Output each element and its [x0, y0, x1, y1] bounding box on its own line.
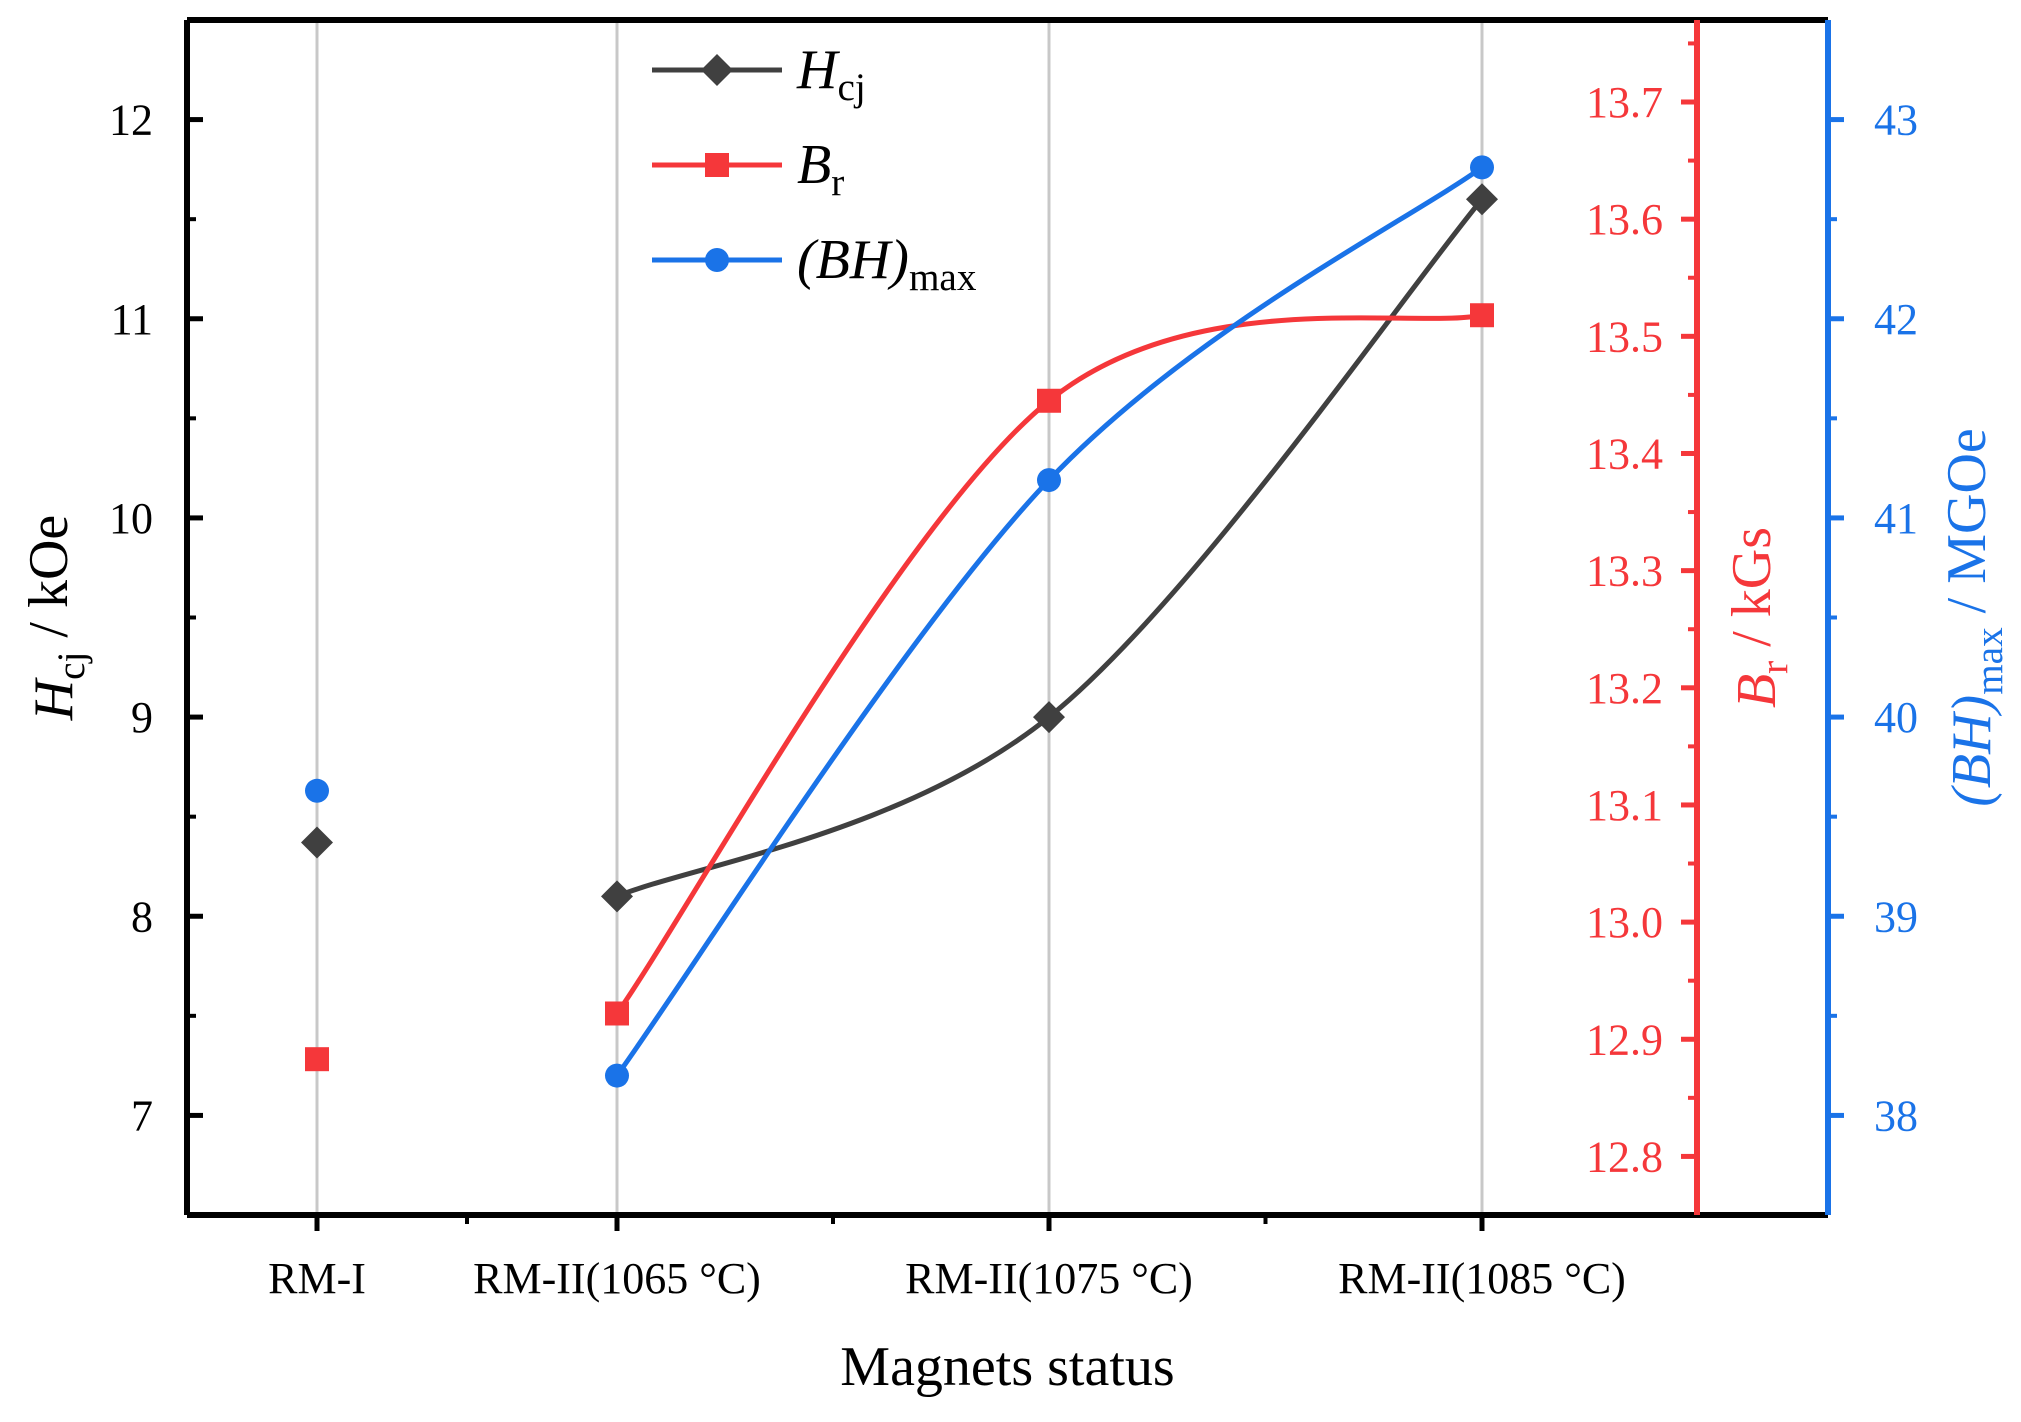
- hcj-axis-title-suffix: / kOe: [18, 515, 80, 652]
- bhmax-point-3: [1470, 155, 1494, 180]
- x-tick-label-2: RM-II(1075 °C): [905, 1254, 1193, 1303]
- hcj-axis-title-main: H: [23, 677, 85, 721]
- x-axis-title: Magnets status: [840, 1336, 1174, 1398]
- bhmax-axis-title: (BH)max / MGOe: [1936, 428, 2011, 807]
- br-axis-title-sub: r: [1753, 661, 1796, 674]
- br-tick-label-2: 13.0: [1586, 898, 1663, 947]
- br-tick-label-7: 13.5: [1586, 312, 1663, 361]
- hcj-tick-label-1: 8: [131, 892, 153, 941]
- legend-marker-hcj: [701, 54, 733, 86]
- legend-label-br: Br: [797, 134, 844, 204]
- bhmax-tick-label-5: 43: [1874, 96, 1918, 145]
- bhmax-tick-label-3: 41: [1874, 494, 1918, 543]
- hcj-point-2: [1033, 701, 1065, 734]
- legend-marker-br: [705, 153, 729, 177]
- br-tick-label-8: 13.6: [1586, 195, 1663, 244]
- hcj-point-0: [301, 826, 333, 859]
- hcj-axis-title: Hcj / kOe: [18, 515, 93, 722]
- br-point-0: [305, 1047, 329, 1072]
- hcj-tick-label-3: 10: [109, 494, 153, 543]
- br-axis-title: Br / kGs: [1721, 527, 1796, 708]
- bhmax-point-0: [305, 778, 329, 803]
- br-tick-label-4: 13.2: [1586, 664, 1663, 713]
- legend-label-bhmax-main: (BH): [797, 229, 909, 291]
- bhmax-axis-title-main: (BH): [1941, 695, 2003, 807]
- hcj-point-1: [601, 880, 633, 913]
- bhmax-series-line: [614, 165, 1484, 1078]
- legend-label-bhmax-sub: max: [909, 256, 977, 299]
- hcj-tick-label-0: 7: [131, 1091, 153, 1140]
- bhmax-axis-title-suffix: / MGOe: [1936, 428, 1998, 627]
- br-tick-label-3: 13.1: [1586, 781, 1663, 830]
- legend-label-br-main: B: [797, 134, 831, 196]
- br-tick-label-6: 13.4: [1586, 429, 1663, 478]
- x-tick-label-0: RM-I: [268, 1254, 366, 1303]
- br-tick-label-1: 12.9: [1586, 1015, 1663, 1064]
- bhmax-tick-label-0: 38: [1874, 1091, 1918, 1140]
- br-tick-label-5: 13.3: [1586, 547, 1663, 596]
- hcj-tick-label-5: 12: [109, 96, 153, 145]
- hcj-axis-title-sub: cj: [50, 652, 93, 680]
- bhmax-tick-label-4: 42: [1874, 295, 1918, 344]
- hcj-tick-label-2: 9: [131, 693, 153, 742]
- br-series-line: [614, 312, 1483, 1015]
- br-point-1: [605, 1001, 629, 1026]
- bhmax-tick-label-2: 40: [1874, 693, 1918, 742]
- hcj-tick-label-4: 11: [111, 295, 153, 344]
- legend-label-hcj-main: H: [796, 39, 840, 101]
- bhmax-tick-label-1: 39: [1874, 892, 1918, 941]
- hcj-series-line: [616, 197, 1484, 899]
- bhmax-point-1: [605, 1063, 629, 1088]
- x-tick-label-1: RM-II(1065 °C): [473, 1254, 761, 1303]
- legend-label-bhmax: (BH)max: [797, 229, 977, 299]
- bhmax-point-2: [1037, 468, 1061, 493]
- legend-label-hcj-sub: cj: [837, 66, 865, 109]
- bhmax-axis-title-sub: max: [1968, 627, 2011, 695]
- br-axis-title-suffix: / kGs: [1721, 527, 1783, 661]
- br-tick-label-9: 13.7: [1586, 78, 1663, 127]
- x-tick-label-3: RM-II(1085 °C): [1338, 1254, 1626, 1303]
- br-point-2: [1037, 388, 1061, 413]
- br-point-3: [1470, 303, 1494, 328]
- br-tick-label-0: 12.8: [1586, 1132, 1663, 1181]
- legend-label-br-sub: r: [831, 161, 844, 204]
- hcj-point-3: [1466, 183, 1498, 216]
- br-axis-title-main: B: [1726, 674, 1788, 708]
- legend-marker-bhmax: [705, 248, 729, 272]
- legend-label-hcj: Hcj: [796, 39, 866, 109]
